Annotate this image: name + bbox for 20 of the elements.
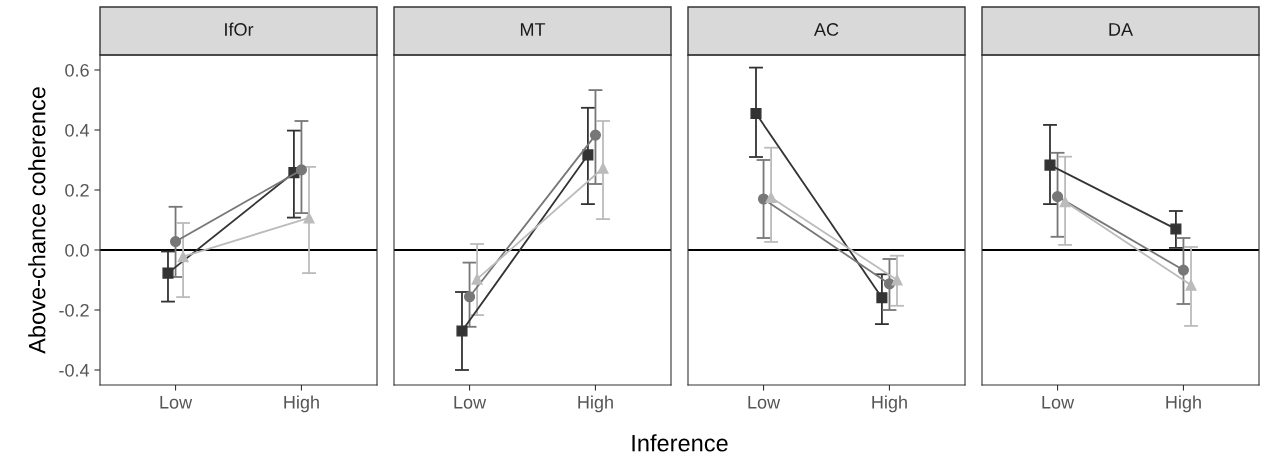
x-tick-label: Low xyxy=(1042,396,1075,409)
x-tick-label: High xyxy=(1166,395,1201,413)
y-tick-label: 0.2 xyxy=(65,183,89,197)
chart-title: MT xyxy=(520,23,546,36)
chart-title: DA xyxy=(1109,23,1133,36)
y-tick-label: 0.4 xyxy=(65,123,90,137)
x-tick-label: Low xyxy=(160,396,193,409)
x-tick-label: High xyxy=(872,395,907,413)
x-tick-label: Low xyxy=(748,396,781,409)
y-tick-label: 0.0 xyxy=(65,243,89,257)
chart-title: IfOr xyxy=(225,22,254,36)
y-tick-label: 0.6 xyxy=(65,63,89,77)
x-tick-label: Low xyxy=(454,396,487,409)
x-tick-label: High xyxy=(284,395,319,413)
text: Inference xyxy=(632,434,728,452)
y-tick-label: -0.2 xyxy=(59,303,89,317)
y-tick-label: -0.4 xyxy=(59,363,90,377)
y-axis-title: Above-chance coherence xyxy=(28,87,46,354)
x-tick-label: High xyxy=(578,395,613,413)
chart-title: AC xyxy=(814,23,839,36)
